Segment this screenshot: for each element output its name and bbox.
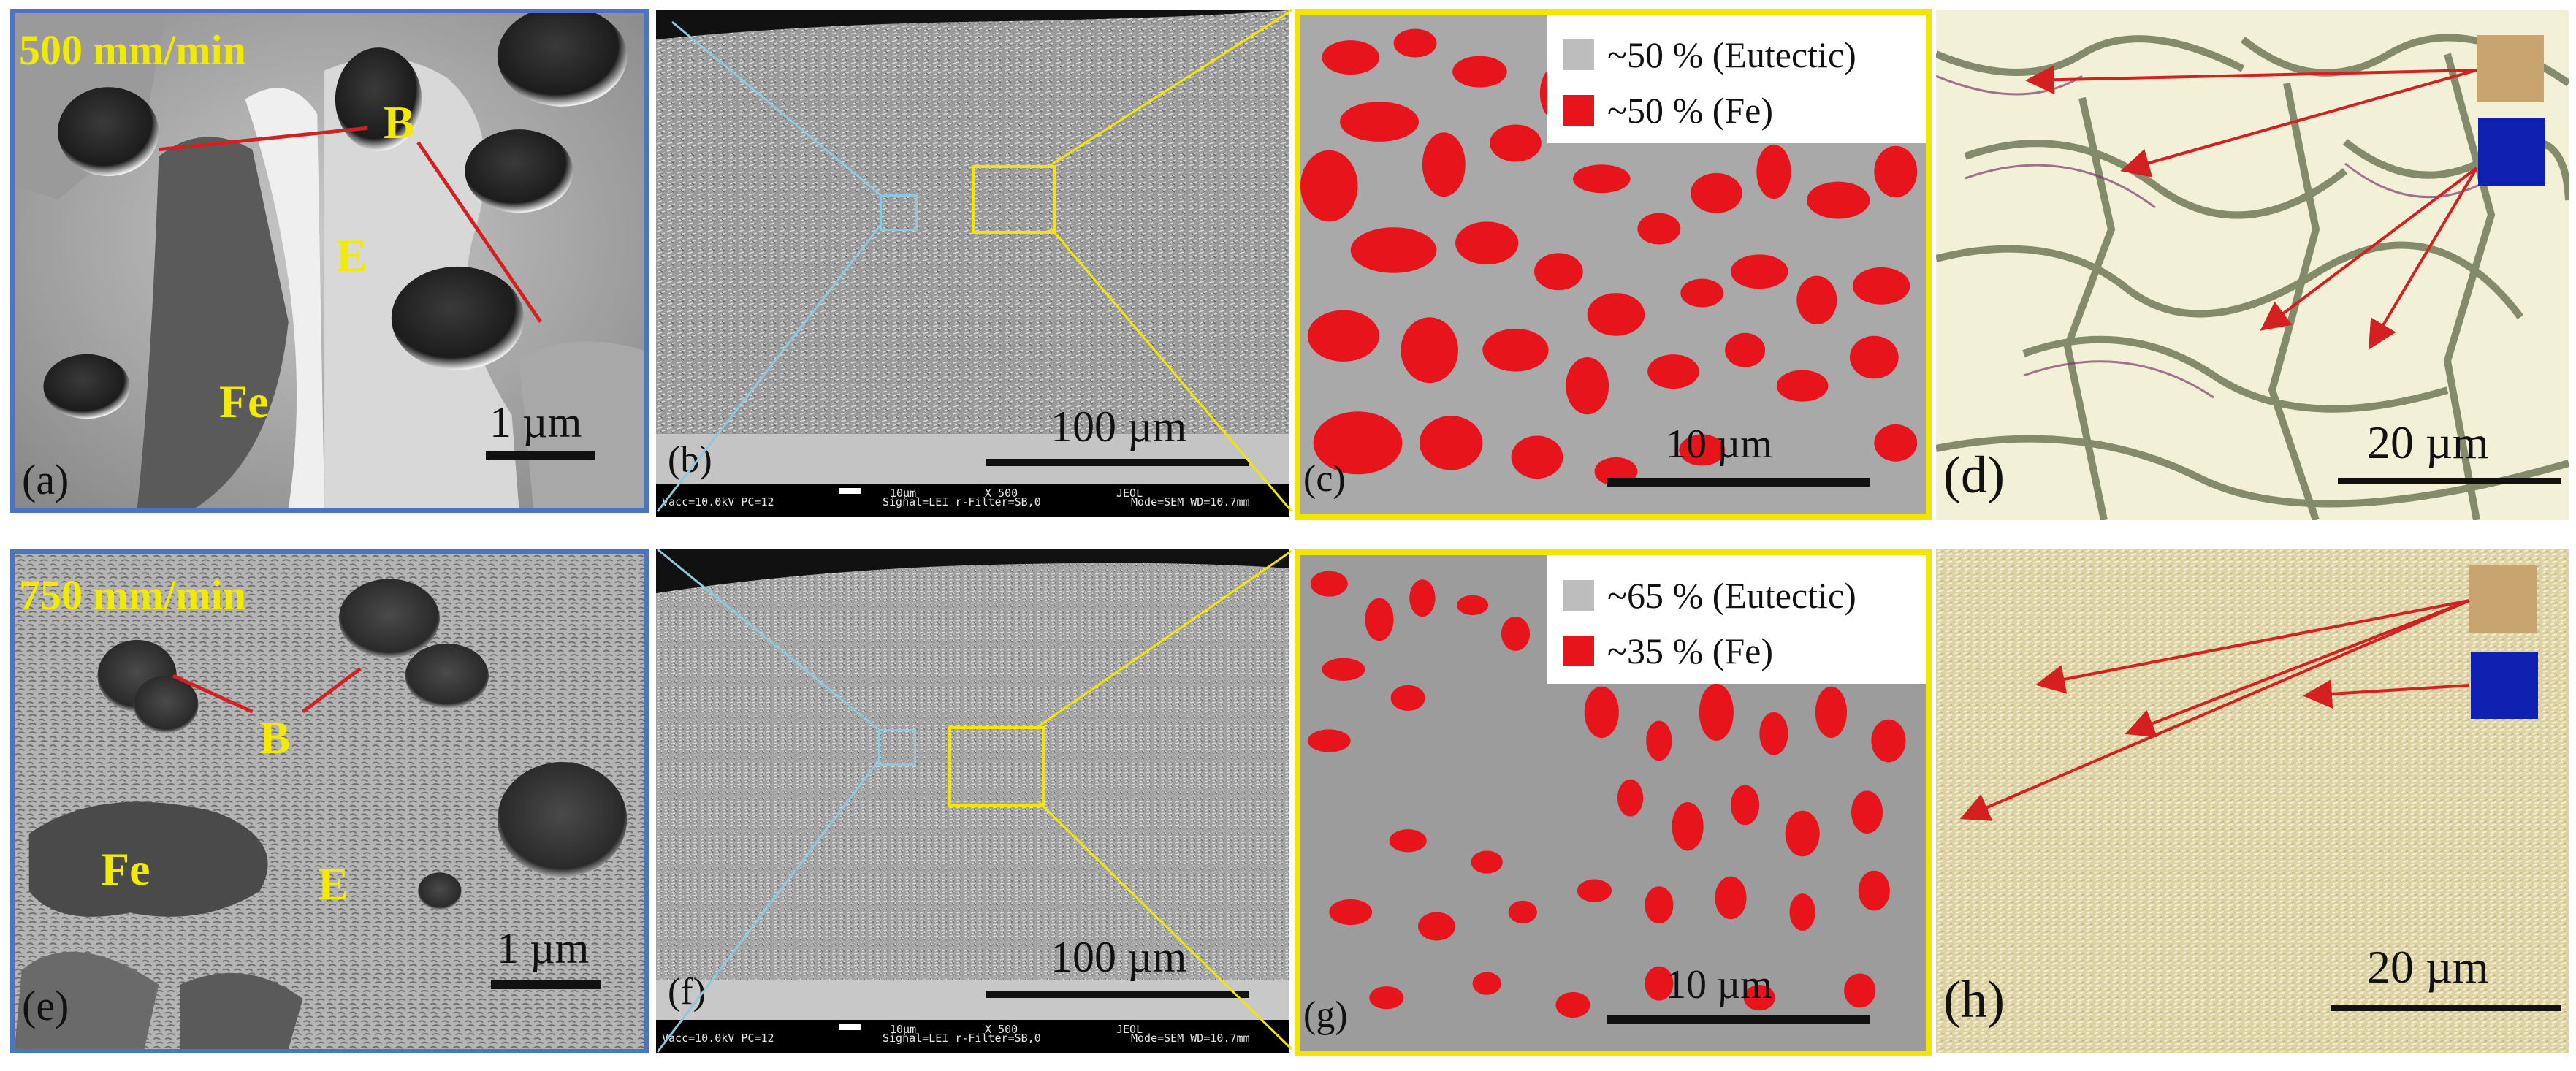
legend-item-fe: ~35 % (Fe) <box>1563 630 1773 672</box>
scale-bar <box>986 459 1249 466</box>
sem-info-bar: Vacc=10.0kV PC=12 10µm Signal=LEI r-Filt… <box>656 1020 1289 1053</box>
legend-item-eutectic: ~50 % (Eutectic) <box>1563 34 1856 76</box>
scale-label: 20 µm <box>2367 416 2489 468</box>
sem-scalebar-label: 10µm <box>890 487 917 500</box>
panel-h-optical: 20 µm (h) <box>1936 549 2569 1053</box>
micrograph-e <box>15 554 644 1049</box>
panel-d-optical: 20 µm (d) <box>1936 10 2569 520</box>
scale-label: 100 µm <box>1051 403 1187 451</box>
zoom-box-blue <box>880 194 918 231</box>
legend-swatch-grey <box>1563 39 1594 70</box>
zoom-box-yellow <box>972 165 1056 234</box>
sem-signal: Signal=LEI r-Filter=SB,0 <box>883 1032 1041 1045</box>
scale-label: 1 µm <box>489 398 582 446</box>
panel-letter: (f) <box>668 971 706 1013</box>
panel-letter: (h) <box>1943 970 2005 1029</box>
panel-b-sem-cross-section: 100 µm (b) Vacc=10.0kV PC=12 10µm Signal… <box>656 10 1289 517</box>
panel-letter: (b) <box>668 439 712 481</box>
eutectic-label: E <box>318 858 349 910</box>
panel-a-sem-500: 500 mm/min B E Fe 1 µm (a) <box>10 9 649 513</box>
legend-swatch-red <box>1563 95 1594 126</box>
legend-text: ~35 % (Fe) <box>1607 630 1774 671</box>
scale-bar <box>491 980 601 989</box>
boride-label: B <box>259 712 291 763</box>
panel-letter: (e) <box>22 982 69 1029</box>
sem-info-bar: Vacc=10.0kV PC=12 10µm Signal=LEI r-Filt… <box>656 484 1289 517</box>
sem-vacc: Vacc=10.0kV PC=12 <box>662 1032 774 1045</box>
sem-scalebar-label: 10µm <box>890 1023 917 1036</box>
panel-letter: (g) <box>1303 994 1348 1036</box>
scale-label: 10 µm <box>1666 422 1772 467</box>
legend-text: ~50 % (Eutectic) <box>1607 34 1856 75</box>
marker-tan-square <box>2469 565 2537 633</box>
micrograph-a <box>15 13 644 508</box>
zoom-box-yellow <box>948 726 1045 807</box>
scale-label: 20 µm <box>2367 941 2489 993</box>
scale-label: 10 µm <box>1666 962 1772 1007</box>
legend-item-eutectic: ~65 % (Eutectic) <box>1563 574 1856 617</box>
phase-legend: ~50 % (Eutectic) ~50 % (Fe) <box>1547 15 1926 143</box>
sem-vacc: Vacc=10.0kV PC=12 <box>662 495 774 508</box>
panel-letter: (a) <box>22 456 69 503</box>
scale-bar <box>486 451 595 460</box>
micrograph-c <box>1300 15 1926 514</box>
legend-swatch-grey <box>1563 580 1594 611</box>
scale-bar <box>2338 478 2561 484</box>
sem-scalebar <box>839 1024 861 1030</box>
iron-label: Fe <box>219 376 269 427</box>
speed-label: 750 mm/min <box>19 571 246 619</box>
zoom-box-blue <box>878 729 916 766</box>
scale-bar <box>986 991 1249 998</box>
legend-text: ~65 % (Eutectic) <box>1607 575 1856 616</box>
sem-mag: X 500 <box>985 487 1018 500</box>
speed-label: 500 mm/min <box>19 26 246 74</box>
legend-item-fe: ~50 % (Fe) <box>1563 89 1773 132</box>
eutectic-label: E <box>336 229 367 281</box>
legend-text: ~50 % (Fe) <box>1607 90 1774 131</box>
phase-legend: ~65 % (Eutectic) ~35 % (Fe) <box>1547 555 1926 684</box>
panel-c-phase-map: ~50 % (Eutectic) ~50 % (Fe) 10 µm (c) <box>1295 9 1932 520</box>
scale-label: 100 µm <box>1051 933 1187 981</box>
sem-signal: Signal=LEI r-Filter=SB,0 <box>883 495 1041 508</box>
scale-bar <box>1607 478 1870 487</box>
scale-bar <box>2331 1005 2561 1011</box>
iron-label: Fe <box>101 843 150 895</box>
micrograph-b <box>656 10 1289 517</box>
sem-mode: Mode=SEM WD=10.7mm <box>1131 1032 1250 1045</box>
marker-blue-square <box>2471 652 2538 719</box>
marker-blue-square <box>2478 118 2545 186</box>
boride-label: B <box>384 96 415 148</box>
scale-label: 1 µm <box>497 924 590 972</box>
sem-mag: X 500 <box>985 1023 1018 1036</box>
sem-mode: Mode=SEM WD=10.7mm <box>1131 495 1250 508</box>
panel-f-sem-cross-section: 100 µm (f) Vacc=10.0kV PC=12 10µm Signal… <box>656 549 1289 1053</box>
marker-tan-square <box>2477 35 2544 102</box>
panel-letter: (d) <box>1943 446 2005 504</box>
scale-bar <box>1607 1015 1870 1024</box>
panel-g-phase-map: ~65 % (Eutectic) ~35 % (Fe) 10 µm (g) <box>1295 549 1932 1056</box>
sem-scalebar <box>839 488 861 494</box>
panel-e-sem-750: 750 mm/min B E Fe 1 µm (e) <box>10 549 649 1053</box>
legend-swatch-red <box>1563 636 1594 666</box>
panel-letter: (c) <box>1303 458 1346 500</box>
